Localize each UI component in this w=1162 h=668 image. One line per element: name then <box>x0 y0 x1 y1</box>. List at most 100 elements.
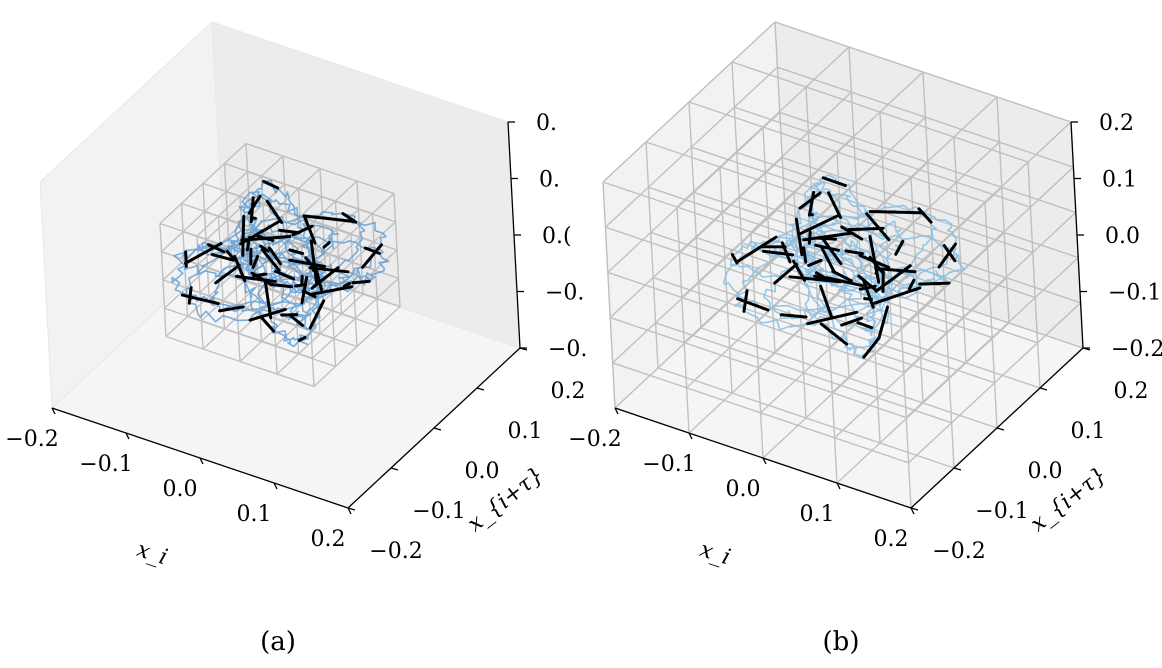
x-tick-label: 0.0 <box>726 477 761 502</box>
z-tick-label: 0.( <box>542 224 572 249</box>
arrow <box>265 199 284 224</box>
x-axis-title: x_i <box>134 537 171 570</box>
arrow-field <box>730 176 957 359</box>
grid-line <box>984 201 998 429</box>
arrow <box>260 248 281 272</box>
arrow <box>821 176 847 188</box>
grid-line <box>903 211 1077 373</box>
grid-line <box>719 166 733 394</box>
x-tick <box>273 482 278 490</box>
grid-line <box>784 202 1081 304</box>
arrow <box>262 179 280 190</box>
z-tick-label: −0.2 <box>1111 337 1162 362</box>
grid-line <box>786 247 1084 349</box>
arrow <box>857 274 878 292</box>
arrow <box>942 244 957 263</box>
grid-line <box>602 181 900 283</box>
axes <box>614 121 1091 515</box>
grid-line <box>774 21 1072 123</box>
arrow <box>797 214 839 236</box>
y-tick-label: 0.1 <box>508 419 543 444</box>
arrow <box>233 255 247 283</box>
grid-line <box>691 146 988 248</box>
grid-line <box>688 101 986 203</box>
panel-caption: (a) <box>260 627 296 657</box>
grid-line <box>251 255 401 308</box>
y-tick-label: 0.2 <box>551 379 586 404</box>
arrow <box>351 279 371 285</box>
arrow <box>310 285 354 296</box>
arrow <box>218 305 245 313</box>
arrow <box>214 263 241 285</box>
arrow <box>245 235 251 252</box>
arrow <box>274 269 296 281</box>
grid-line <box>848 46 862 274</box>
grid-line <box>731 61 745 289</box>
arrow <box>779 313 808 319</box>
z-tick-label: −0. <box>545 281 584 306</box>
z-tick-label: 0.1 <box>1102 168 1137 193</box>
arrow <box>794 217 804 257</box>
arrow <box>251 254 260 269</box>
arrow <box>303 215 317 245</box>
arrow <box>907 278 916 291</box>
arrow <box>310 265 316 273</box>
grid-line <box>879 111 893 339</box>
y-tick <box>347 507 356 511</box>
grid-line <box>996 96 1010 324</box>
x-tick-label: −0.1 <box>642 452 695 477</box>
arrow <box>862 336 881 359</box>
arrow <box>819 245 836 274</box>
x-tick-label: 0.2 <box>311 527 346 552</box>
x-tick-label: 0.1 <box>800 502 835 527</box>
grid-line <box>900 166 1074 328</box>
grid-line <box>731 61 1029 163</box>
arrow <box>918 281 951 286</box>
x-tick-label: 0.0 <box>163 477 198 502</box>
arrow <box>808 212 814 217</box>
arrow <box>210 253 236 262</box>
arrow <box>302 214 356 224</box>
arrow <box>342 281 352 288</box>
x-tick <box>836 482 841 490</box>
grid-line <box>657 367 955 469</box>
arrow <box>894 239 905 256</box>
arrow <box>788 275 842 284</box>
arrow <box>288 248 305 255</box>
panel-caption: (b) <box>823 627 860 657</box>
panel-a: −0.2−0.10.00.10.2 −0.2−0.10.00.10.2−0.−0.… <box>5 20 587 657</box>
arrow <box>309 239 319 285</box>
arrow <box>184 250 188 268</box>
x-axis-title: x_i <box>697 537 734 570</box>
arrow <box>780 241 792 264</box>
grid-line <box>781 156 1079 259</box>
grid-line <box>609 316 907 419</box>
x-tick <box>125 432 130 440</box>
arrow <box>813 274 827 280</box>
z-tick-label: 0.0 <box>1105 224 1140 249</box>
arrow <box>288 258 327 268</box>
grid-line <box>612 362 909 464</box>
grid-line <box>898 281 912 509</box>
arrow <box>861 278 875 309</box>
arrow <box>256 234 275 242</box>
arrow <box>840 316 864 327</box>
y-tick-label: −0.1 <box>975 499 1028 524</box>
axes <box>51 121 528 515</box>
x-tick <box>762 457 767 465</box>
y-tick <box>390 467 399 471</box>
arrow <box>361 243 383 269</box>
y-tick-label: 0.2 <box>1114 379 1149 404</box>
y-tick <box>996 427 1005 431</box>
grid-line <box>779 111 1077 214</box>
arrow <box>180 293 220 306</box>
z-tick-label: 0.2 <box>1099 111 1134 136</box>
arrow <box>259 315 276 333</box>
x-tick <box>688 432 693 440</box>
x-tick <box>614 407 619 415</box>
grid-line <box>655 322 952 424</box>
arrow <box>868 234 881 284</box>
arrow <box>865 212 891 242</box>
y-tick-label: −0.2 <box>932 539 985 564</box>
